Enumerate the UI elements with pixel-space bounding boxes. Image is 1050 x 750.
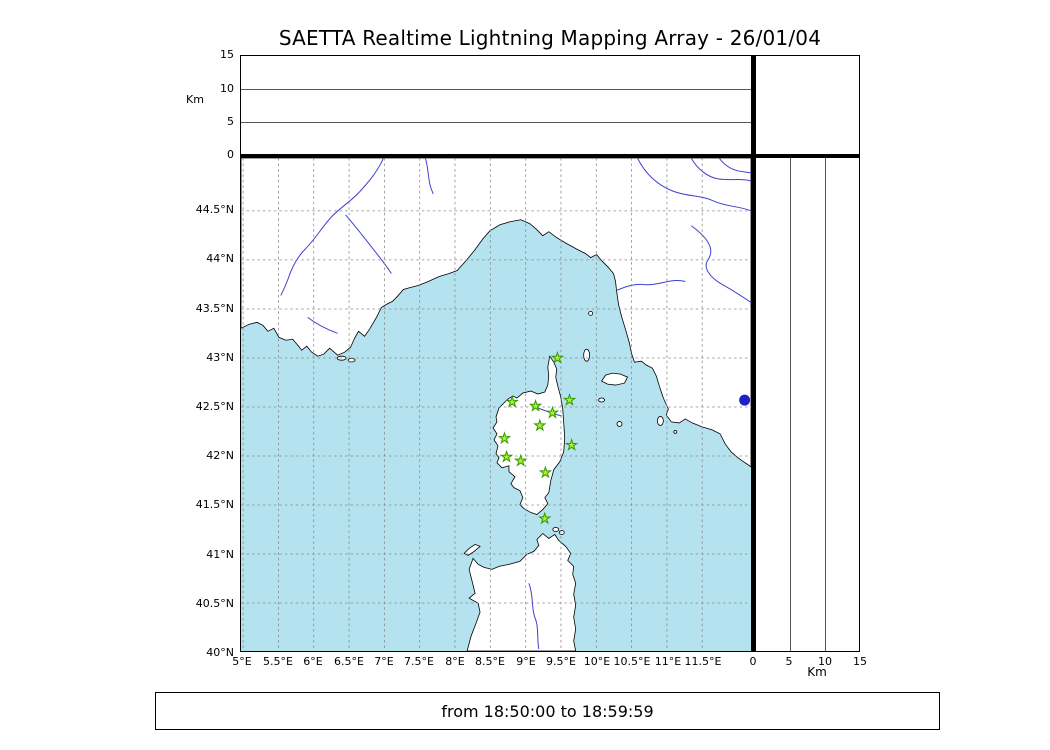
- station-marker-star: [499, 449, 514, 463]
- time-range-box: from 18:50:00 to 18:59:59: [155, 692, 940, 730]
- capraia-island: [583, 348, 591, 362]
- river-line: [280, 158, 384, 296]
- maddalena-island: [552, 527, 560, 532]
- panel-divider-horizontal: [240, 154, 860, 158]
- mainland-coast: [241, 158, 751, 468]
- river-line: [616, 280, 686, 291]
- station-marker-star: [562, 393, 577, 406]
- station-marker-star: [550, 350, 565, 364]
- lon-tick-label: 11.5°E: [684, 655, 722, 668]
- alt-tick-label: 15: [220, 48, 234, 61]
- station-marker-star: [564, 438, 579, 451]
- lon-tick-label: 7°E: [374, 655, 394, 668]
- lon-tick-label: 7.5°E: [404, 655, 434, 668]
- alt-tick-label: 0: [749, 655, 757, 668]
- altitude-gridline-10km-v: [825, 158, 826, 651]
- panel-divider-vertical: [751, 55, 755, 652]
- river-line: [690, 158, 751, 182]
- station-marker-star: [545, 405, 560, 419]
- gorgona-island: [588, 310, 594, 316]
- altitude-gridline-5km: [241, 122, 751, 123]
- lon-tick-label: 9°E: [516, 655, 536, 668]
- station-marker-star: [537, 511, 552, 525]
- gridlines-vertical: [242, 158, 703, 651]
- lake-marker: [739, 394, 751, 406]
- station-markers: [497, 350, 579, 525]
- station-marker-star: [538, 465, 553, 479]
- altitude-longitude-panel[interactable]: [240, 55, 752, 155]
- lat-tick-label: 43°N: [206, 351, 234, 364]
- river-line: [718, 158, 751, 174]
- alt-tick-label: 0: [227, 148, 234, 161]
- sardinia-island: [466, 532, 577, 651]
- altitude-latitude-panel[interactable]: [755, 157, 860, 652]
- lat-tick-label: 44°N: [206, 252, 234, 265]
- montecristo-island: [616, 421, 623, 427]
- station-marker-star: [505, 394, 519, 408]
- lon-tick-label: 9.5°E: [546, 655, 576, 668]
- station-marker-star: [533, 418, 547, 432]
- river-line: [345, 214, 392, 274]
- map-svg[interactable]: [241, 158, 751, 651]
- lon-tick-label: 6°E: [303, 655, 323, 668]
- giannutri-island: [673, 429, 678, 434]
- alt-tick-label: 10: [220, 82, 234, 95]
- lat-tick-label: 41°N: [206, 548, 234, 561]
- rivers: [280, 158, 751, 650]
- lon-tick-label: 8.5°E: [475, 655, 505, 668]
- lon-tick-label: 5.5°E: [263, 655, 293, 668]
- lat-tick-label: 44.5°N: [195, 203, 234, 216]
- lon-tick-label: 5°E: [232, 655, 252, 668]
- lat-tick-label: 42.5°N: [195, 400, 234, 413]
- lat-tick-label: 42°N: [206, 449, 234, 462]
- lon-tick-label: 10.5°E: [613, 655, 651, 668]
- lat-tick-label: 43.5°N: [195, 302, 234, 315]
- time-range-text: from 18:50:00 to 18:59:59: [441, 701, 654, 721]
- lon-tick-label: 8°E: [445, 655, 465, 668]
- river-line: [528, 583, 540, 650]
- map-gridlines: [241, 158, 751, 651]
- alt-tick-label: 15: [853, 655, 867, 668]
- lon-tick-label: 6.5°E: [334, 655, 364, 668]
- alt-tick-label: 5: [227, 115, 234, 128]
- figure-title: SAETTA Realtime Lightning Mapping Array …: [278, 26, 822, 50]
- river-line: [424, 158, 434, 195]
- station-marker-star: [513, 453, 528, 467]
- map-panel[interactable]: [240, 157, 752, 652]
- lat-tick-label: 41.5°N: [195, 498, 234, 511]
- altitude-gridline-10km: [241, 89, 751, 90]
- maddalena-island-2: [558, 530, 565, 535]
- river-line: [307, 316, 338, 334]
- top-km-axis-label: Km: [186, 93, 204, 106]
- station-marker-star: [497, 431, 512, 445]
- lon-tick-label: 11°E: [654, 655, 682, 668]
- river-line: [690, 225, 751, 303]
- elba-island: [601, 372, 629, 386]
- pianosa-island: [598, 397, 605, 403]
- altitude-histogram-panel[interactable]: [755, 55, 860, 155]
- right-km-axis-label: Km: [807, 665, 827, 679]
- lat-tick-label: 40.5°N: [195, 597, 234, 610]
- giglio-island: [656, 416, 664, 426]
- alt-tick-label: 5: [785, 655, 793, 668]
- lon-tick-label: 10°E: [583, 655, 611, 668]
- station-marker-star: [528, 398, 543, 412]
- asinara-island: [463, 543, 481, 556]
- altitude-gridline-5km-v: [790, 158, 791, 651]
- alt-tick-label: 10: [818, 655, 832, 668]
- lat-tick-label: 40°N: [206, 646, 234, 659]
- river-line: [636, 158, 751, 212]
